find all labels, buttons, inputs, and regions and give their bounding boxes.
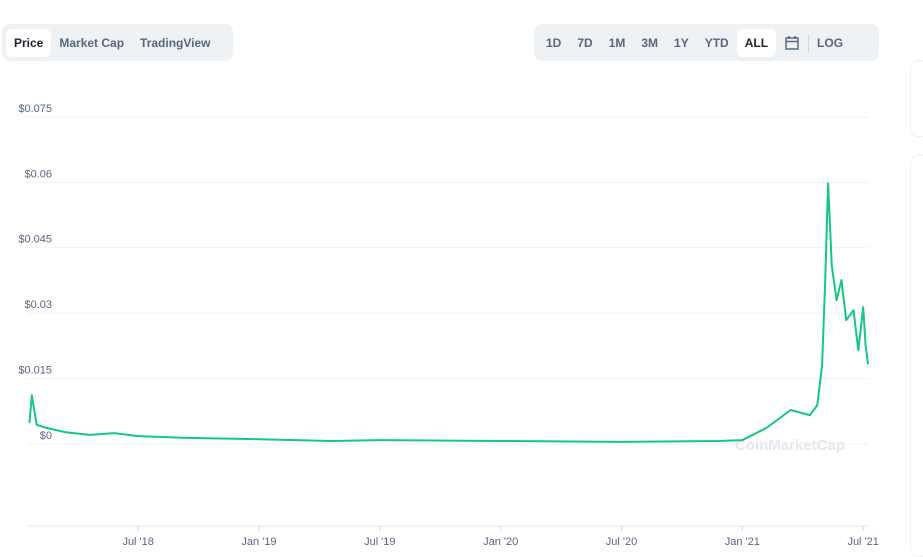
x-tick-label: Jul '19	[364, 536, 395, 548]
range-btn[interactable]: ALL	[736, 28, 777, 57]
range-btn[interactable]: 1M	[608, 35, 626, 50]
x-tick-label: Jan '19	[241, 536, 276, 548]
y-tick-label: $0.015	[18, 365, 52, 377]
calendar-icon	[785, 35, 799, 50]
x-tick-label: Jul '18	[122, 536, 153, 548]
y-tick-label: $0.06	[24, 168, 52, 180]
range-btn[interactable]: 1Y	[674, 35, 689, 50]
y-tick-label: $0.03	[24, 299, 52, 311]
tab[interactable]: TradingView	[140, 35, 211, 50]
y-tick-label: $0.045	[18, 234, 52, 246]
x-tick-label: Jul '20	[606, 536, 637, 548]
tab[interactable]: Price	[6, 28, 52, 57]
range-bar: 1D 7D 1M 3M 1Y YTD ALL LOG	[534, 24, 879, 61]
tab-bar: Price Market Cap TradingView	[2, 24, 233, 61]
range-btn[interactable]: YTD	[704, 35, 729, 50]
y-tick-label: $0.075	[18, 103, 52, 115]
divider	[808, 33, 810, 52]
x-tick-label: Jan '21	[725, 536, 760, 548]
range-btn[interactable]: 1D	[546, 35, 562, 50]
x-tick-label: Jan '20	[483, 536, 518, 548]
range-btn[interactable]: 3M	[641, 35, 659, 50]
side-panel	[910, 60, 923, 137]
calendar-btn[interactable]	[776, 31, 808, 55]
x-tick-label: Jul '21	[847, 536, 878, 548]
watermark: CoinMarketCap	[735, 437, 845, 454]
y-tick-label: $0	[40, 430, 52, 442]
tab[interactable]: Market Cap	[59, 35, 125, 50]
price-line	[28, 182, 869, 443]
log-btn[interactable]: LOG	[817, 35, 844, 50]
range-btn[interactable]: 7D	[577, 35, 593, 50]
